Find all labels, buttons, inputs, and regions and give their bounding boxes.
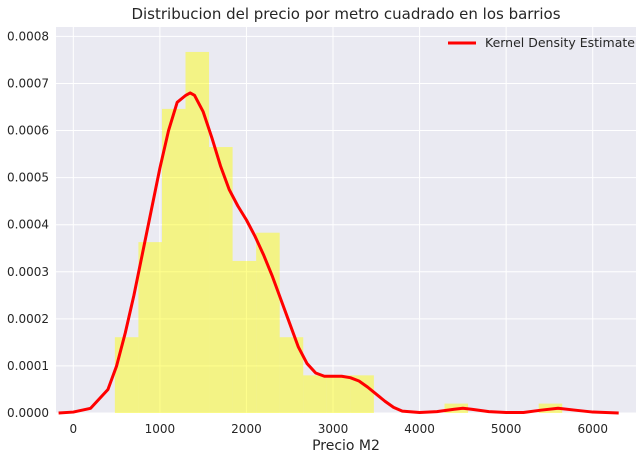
y-tick-label: 0.0000 — [7, 406, 49, 420]
histogram-bar — [256, 232, 280, 413]
histogram-bar — [232, 260, 257, 413]
histogram-bar — [326, 375, 351, 413]
x-tick-label: 2000 — [231, 422, 262, 436]
histogram-bar — [303, 375, 327, 413]
grid — [56, 27, 636, 414]
y-tick-label: 0.0001 — [7, 359, 49, 373]
histogram-bar — [138, 242, 162, 413]
chart-title: Distribucion del precio por metro cuadra… — [131, 5, 560, 23]
x-tick-label: 5000 — [491, 422, 522, 436]
histogram-bar — [279, 337, 304, 413]
x-tick-label: 4000 — [404, 422, 435, 436]
y-axis-ticks: 0.0000 0.0001 0.0002 0.0003 0.0004 0.0005 0.00… — [7, 29, 49, 420]
histogram-bar — [185, 51, 210, 413]
y-tick-label: 0.0007 — [7, 76, 49, 90]
kde-line — [58, 91, 619, 415]
x-axis-ticks: 0 1000 2000 3000 4000 5000 6000 — [69, 422, 607, 436]
y-tick-label: 0.0002 — [7, 312, 49, 326]
x-tick-label: 0 — [69, 422, 77, 436]
legend-label: Kernel Density Estimate — [485, 35, 635, 50]
histogram-bar — [209, 147, 233, 413]
legend: Kernel Density Estimate — [448, 35, 635, 50]
histogram-bar — [161, 108, 186, 413]
y-tick-label: 0.0005 — [7, 171, 49, 185]
histogram-bar — [114, 337, 139, 413]
x-tick-label: 1000 — [145, 422, 176, 436]
y-tick-label: 0.0006 — [7, 124, 49, 138]
x-tick-label: 3000 — [318, 422, 349, 436]
y-tick-label: 0.0003 — [7, 265, 49, 279]
y-tick-label: 0.0008 — [7, 29, 49, 43]
x-tick-label: 6000 — [577, 422, 608, 436]
y-tick-label: 0.0004 — [7, 218, 49, 232]
x-axis-title: Precio M2 — [312, 438, 380, 454]
plot-background — [56, 27, 636, 413]
histogram-bar — [350, 375, 374, 413]
